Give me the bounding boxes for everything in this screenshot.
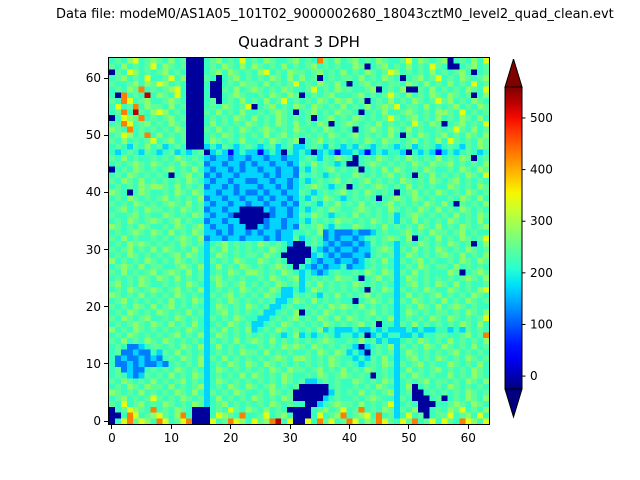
x-tick-label: 50 — [401, 431, 417, 445]
y-tick-label: 20 — [85, 299, 101, 314]
x-tick-label: 0 — [108, 431, 116, 445]
heatmap-canvas — [109, 58, 489, 424]
colorbar-tick-label: 400 — [530, 163, 553, 177]
heatmap-plot — [108, 57, 490, 425]
x-tick-label: 10 — [163, 431, 179, 445]
colorbar-tick-label: 500 — [530, 111, 553, 125]
colorbar: 0 100 200 300 400 500 — [504, 59, 553, 419]
x-tick-label: 20 — [223, 431, 239, 445]
y-tick-mark — [104, 191, 108, 193]
colorbar-tick-label: 100 — [530, 317, 553, 331]
y-tick-label: 60 — [85, 71, 101, 86]
x-tick-mark — [230, 425, 232, 429]
colorbar-tick-label: 300 — [530, 214, 553, 228]
x-tick-label: 40 — [341, 431, 358, 445]
y-tick-label: 50 — [85, 128, 101, 143]
y-tick-label: 0 — [93, 414, 101, 429]
x-tick-label: 60 — [460, 431, 476, 445]
colorbar-bottom-arrow — [504, 388, 523, 419]
y-tick-mark — [104, 134, 108, 136]
colorbar-tick-label: 200 — [530, 266, 553, 280]
y-tick-mark — [104, 306, 108, 308]
datafile-label: Data file: modeM0/AS1A05_101T02_90000026… — [56, 7, 614, 22]
y-tick-mark — [104, 249, 108, 251]
y-tick-mark — [104, 420, 108, 422]
x-tick-mark — [111, 425, 113, 429]
x-tick-label: 30 — [282, 431, 298, 445]
x-tick-mark — [348, 425, 350, 429]
x-tick-mark — [467, 425, 469, 429]
y-tick-label: 10 — [85, 356, 101, 371]
colorbar-tick-label: 0 — [530, 369, 538, 383]
colorbar-top-arrow — [504, 59, 523, 88]
y-tick-label: 40 — [85, 185, 101, 200]
y-tick-mark — [104, 77, 108, 79]
y-tick-mark — [104, 363, 108, 365]
colorbar-gradient — [504, 86, 523, 390]
plot-title: Quadrant 3 DPH — [238, 33, 360, 51]
x-tick-mark — [170, 425, 172, 429]
x-tick-mark — [408, 425, 410, 429]
y-tick-label: 30 — [85, 242, 101, 257]
x-tick-mark — [289, 425, 291, 429]
